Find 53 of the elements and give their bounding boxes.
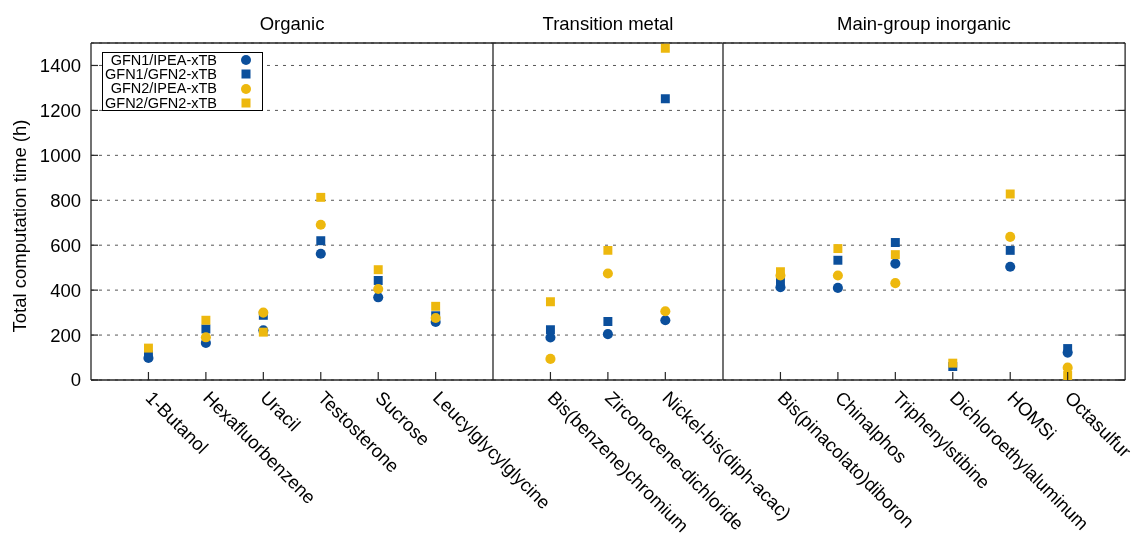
point	[315, 219, 326, 230]
point	[373, 283, 384, 295]
y-tick-label: 1000	[39, 144, 81, 166]
point	[660, 306, 671, 317]
y-tick-label: 1400	[39, 54, 81, 76]
y-tick-label: 600	[50, 234, 81, 256]
point	[1005, 189, 1015, 199]
point	[545, 353, 556, 364]
point	[1063, 344, 1073, 354]
y-tick-label: 1200	[39, 99, 81, 121]
point	[832, 270, 843, 281]
point	[602, 329, 614, 340]
chart-title: Transition metal	[542, 12, 674, 34]
point	[431, 301, 441, 311]
chart-title: Organic	[259, 12, 325, 34]
point	[201, 315, 211, 325]
point	[143, 343, 153, 353]
point	[603, 317, 613, 327]
point	[660, 315, 671, 326]
y-axis-title: Total computation time (h)	[8, 119, 30, 333]
point	[316, 192, 326, 202]
point	[890, 258, 901, 269]
point	[603, 245, 613, 255]
y-tick-label: 0	[70, 369, 81, 391]
point	[315, 248, 326, 259]
point	[948, 358, 958, 368]
point	[890, 250, 900, 260]
point	[660, 43, 670, 53]
point	[890, 238, 900, 247]
point	[602, 268, 614, 279]
point	[833, 244, 843, 254]
legend-label: GFN1/GFN2-xTB	[105, 66, 217, 83]
legend-label: GFN2/IPEA-xTB	[109, 80, 217, 97]
point	[373, 265, 383, 275]
point	[546, 325, 556, 335]
y-tick-label: 200	[50, 324, 81, 346]
y-tick-label: 800	[50, 189, 81, 211]
legend-label: GFN2/GFN2-xTB	[105, 94, 217, 111]
point	[890, 278, 901, 289]
chart-title: Main-group inorganic	[837, 12, 1011, 34]
point	[660, 94, 670, 104]
point	[373, 276, 383, 285]
point	[316, 236, 326, 246]
point	[1063, 371, 1073, 380]
point	[833, 255, 843, 265]
y-tick-label: 400	[50, 279, 81, 301]
point	[546, 297, 556, 307]
point	[832, 282, 843, 293]
point	[1005, 231, 1016, 242]
point	[1005, 261, 1016, 272]
legend-label: GFN1/IPEA-xTB	[109, 52, 217, 68]
point	[200, 332, 211, 343]
point	[1005, 245, 1015, 255]
